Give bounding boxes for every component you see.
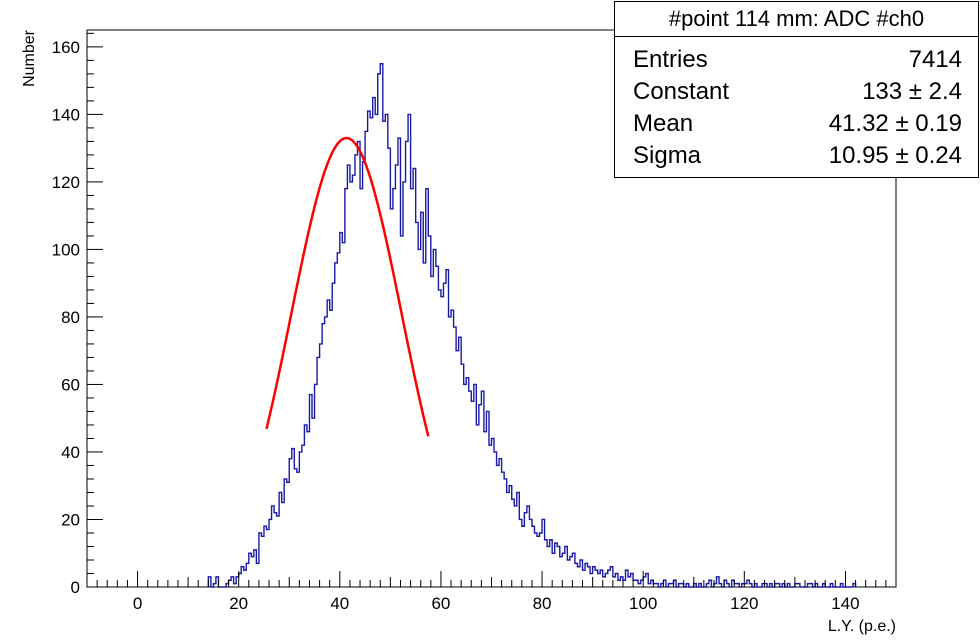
x-tick-label: 0	[133, 594, 142, 613]
x-tick-label: 40	[330, 594, 349, 613]
y-axis: 0 20 40 60 80 100 120 140 160	[52, 32, 103, 597]
stats-row-constant: Constant 133 ± 2.4	[615, 76, 978, 108]
stats-value: 41.32 ± 0.19	[828, 110, 962, 137]
stats-row-mean: Mean 41.32 ± 0.19	[615, 108, 978, 140]
y-tick-label: 60	[61, 375, 80, 394]
histogram-series	[207, 63, 857, 588]
stats-title: #point 114 mm: ADC #ch0	[615, 2, 978, 37]
stats-label: Sigma	[633, 142, 702, 169]
stats-label: Constant	[633, 78, 730, 105]
stats-value: 7414	[908, 46, 962, 73]
x-tick-label: 80	[533, 594, 552, 613]
x-axis-title: L.Y. (p.e.)	[828, 618, 896, 635]
y-tick-label: 140	[52, 105, 80, 124]
stats-value: 10.95 ± 0.24	[828, 142, 962, 169]
stats-row-sigma: Sigma 10.95 ± 0.24	[615, 140, 978, 172]
histogram-outline	[207, 63, 857, 588]
y-tick-label: 20	[61, 510, 80, 529]
y-axis-title: Number	[21, 29, 38, 87]
y-tick-label: 40	[61, 443, 80, 462]
stats-box: #point 114 mm: ADC #ch0 Entries 7414 Con…	[614, 1, 979, 178]
x-tick-label: 60	[431, 594, 450, 613]
stats-label: Entries	[633, 46, 708, 73]
x-tick-label: 20	[229, 594, 248, 613]
stats-value: 133 ± 2.4	[862, 78, 962, 105]
y-tick-label: 120	[52, 173, 80, 192]
fit-line	[265, 136, 430, 437]
x-tick-label: 100	[629, 594, 657, 613]
y-tick-label: 0	[71, 578, 80, 597]
y-tick-label: 160	[52, 38, 80, 57]
x-tick-label: 140	[831, 594, 859, 613]
stats-row-entries: Entries 7414	[615, 44, 978, 76]
gaussian-fit-curve	[265, 136, 430, 437]
x-axis: 0 20 40 60 80 100 120 140	[86, 571, 897, 613]
y-tick-label: 80	[61, 308, 80, 327]
stats-label: Mean	[633, 110, 694, 137]
y-tick-label: 100	[52, 240, 80, 259]
x-tick-label: 120	[730, 594, 758, 613]
